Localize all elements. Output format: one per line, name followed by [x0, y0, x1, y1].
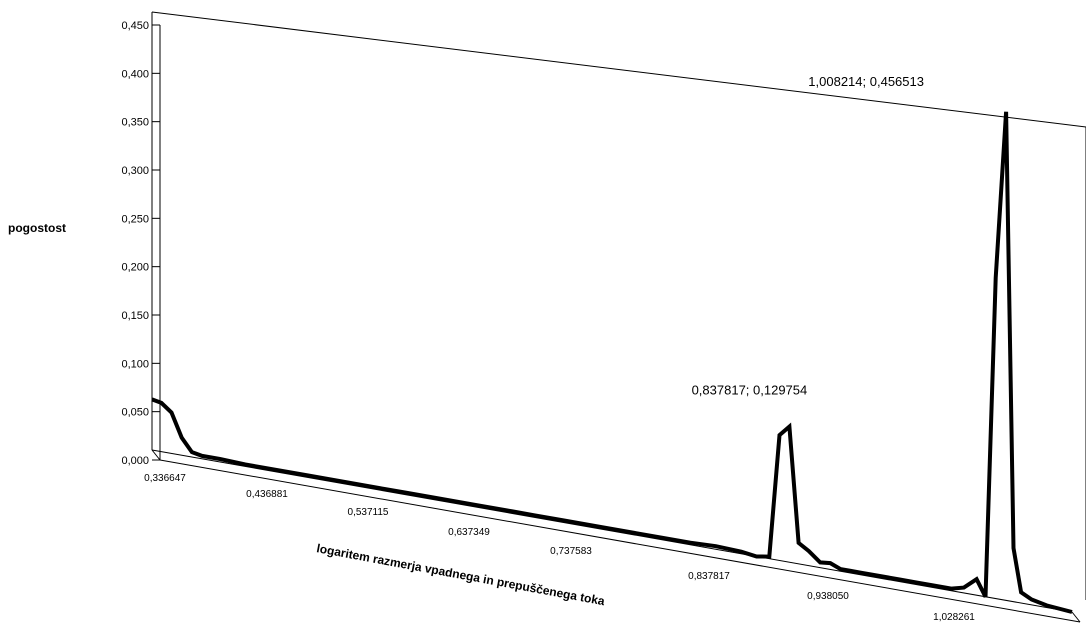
x-tick-label: 1,028261 — [933, 612, 975, 623]
y-tick-label: 0,050 — [121, 407, 149, 419]
series-group — [151, 111, 1073, 614]
y-tick-label: 0,100 — [121, 358, 149, 370]
y-tick-label: 0,150 — [121, 310, 149, 322]
x-tick-label: 0,537115 — [348, 507, 389, 518]
x-tick-label: 0,436881 — [246, 489, 288, 500]
x-tick-label: 0,938050 — [807, 591, 849, 602]
y-tick-label: 0,350 — [121, 117, 149, 129]
x-tick-label: 0,837817 — [688, 571, 730, 582]
y-tick-label: 0,300 — [121, 165, 149, 177]
data-label: 0,837817; 0,129754 — [692, 383, 808, 398]
y-tick-label: 0,000 — [121, 455, 149, 467]
y-tick-label: 0,200 — [121, 262, 149, 274]
y-axis-title: pogostost — [8, 221, 66, 235]
data-label: 1,008214; 0,456513 — [808, 74, 924, 89]
annotations: 0,837817; 0,129754 1,008214; 0,456513 — [692, 74, 924, 398]
y-tick-label: 0,250 — [121, 213, 149, 225]
series-line — [151, 111, 1073, 614]
y-tick-label: 0,400 — [121, 68, 149, 80]
x-tick-label: 0,336647 — [144, 473, 186, 484]
x-axis: 0,336647 0,436881 0,537115 0,637349 0,737583… — [144, 473, 975, 623]
floor-left-edge — [151, 449, 161, 461]
back-top-edge — [151, 11, 1086, 128]
floor-right-edge — [1071, 611, 1081, 623]
x-tick-label: 0,637349 — [448, 527, 490, 538]
x-axis-line — [159, 459, 1081, 623]
y-axis: 0,000 0,050 0,100 0,150 0,200 0,250 0,300 0,350… — [121, 20, 160, 467]
x-tick-label: 0,737583 — [550, 546, 592, 557]
y-tick-label: 0,450 — [121, 20, 149, 32]
